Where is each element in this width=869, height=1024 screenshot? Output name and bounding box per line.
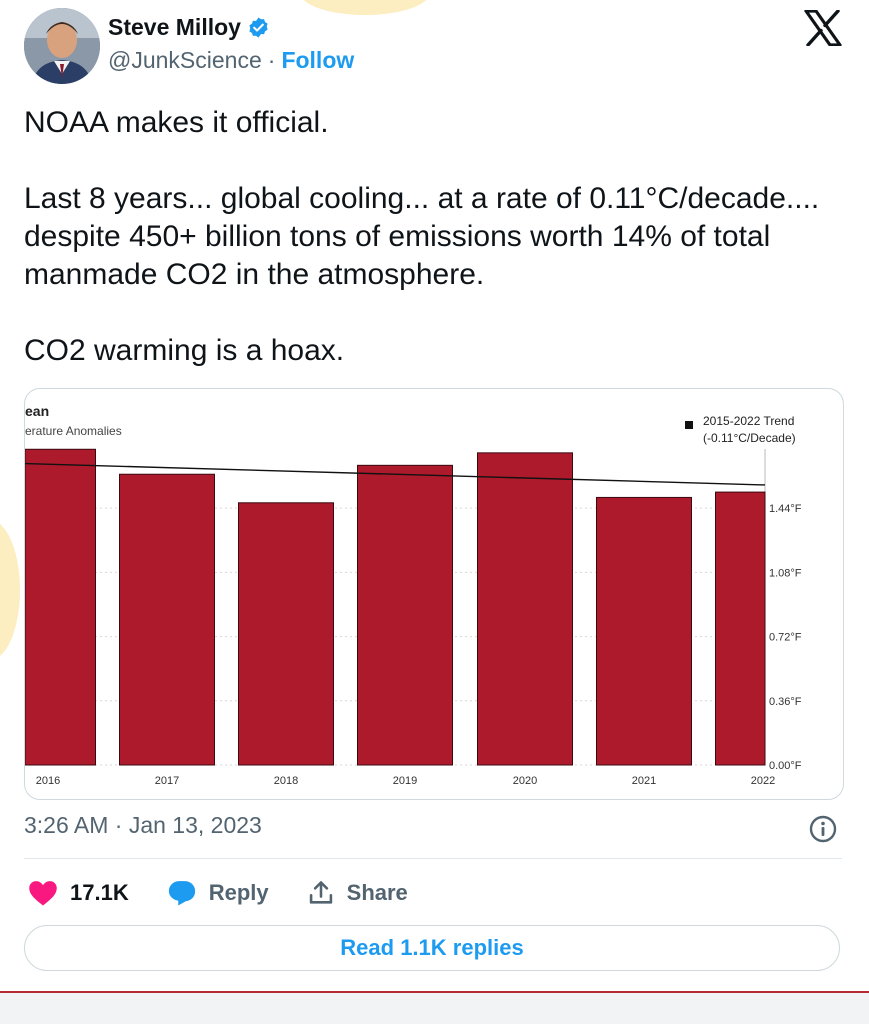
x-tick-label: 2016: [36, 775, 60, 787]
bar-2018: [238, 502, 334, 766]
tweet-paragraph: NOAA makes it official.: [24, 106, 329, 139]
bar-2019: [357, 464, 453, 766]
chart-subtitle: erature Anomalies: [25, 424, 122, 438]
tweet-paragraph: Last 8 years... global cooling... at a r…: [24, 182, 820, 291]
y-tick-label: 1.44°F: [769, 503, 802, 515]
reply-bubble-icon: [168, 881, 195, 906]
bar-2022: [715, 491, 766, 766]
tweet-timestamp[interactable]: 3:26 AM · Jan 13, 2023: [24, 812, 262, 838]
background-blob: [0, 520, 20, 660]
reply-label: Reply: [208, 880, 269, 905]
tweet-text: NOAA makes it official. Last 8 years... …: [24, 104, 844, 370]
share-icon: [309, 881, 332, 904]
x-tick-label: 2021: [632, 775, 656, 787]
chart-image[interactable]: ean erature Anomalies 2015-2022 Trend (-…: [24, 388, 844, 800]
reply-button[interactable]: Reply: [167, 879, 269, 907]
x-tick-label: 2022: [751, 775, 775, 787]
follow-button[interactable]: Follow: [281, 47, 355, 73]
like-button[interactable]: 17.1K: [28, 879, 129, 907]
x-tick-label: 2018: [274, 775, 298, 787]
bottom-divider: [0, 991, 869, 993]
legend-label: 2015-2022 Trend: [703, 414, 795, 428]
legend-label: (-0.11°C/Decade): [703, 431, 796, 445]
share-button[interactable]: Share: [307, 879, 408, 907]
y-tick-label: 0.00°F: [769, 760, 802, 772]
tweet-paragraph: CO2 warming is a hoax.: [24, 334, 345, 367]
bar-2021: [596, 496, 692, 766]
bottom-strip: [0, 993, 869, 1024]
info-icon[interactable]: [808, 814, 838, 844]
chart-title: ean: [25, 403, 50, 419]
like-count: 17.1K: [70, 880, 129, 905]
bar-2016: [25, 448, 96, 766]
heart-icon: [29, 881, 57, 906]
separator-dot: ·: [267, 47, 276, 73]
chart-plot: 0.00°F 0.36°F 0.72°F 1.08°F 1.44°F 2016 2017 20…: [25, 448, 802, 787]
x-tick-label: 2017: [155, 775, 179, 787]
x-logo-icon[interactable]: [804, 10, 842, 46]
avatar[interactable]: [24, 8, 100, 84]
divider: [24, 858, 842, 859]
author-name[interactable]: Steve Milloy: [108, 14, 241, 40]
read-replies-button[interactable]: Read 1.1K replies: [24, 925, 840, 971]
background-blob: [300, 0, 430, 15]
legend-swatch: [685, 421, 693, 429]
y-tick-label: 0.36°F: [769, 696, 802, 708]
chart-legend: 2015-2022 Trend (-0.11°C/Decade): [685, 413, 796, 447]
action-bar: 17.1K Reply Share: [28, 874, 446, 912]
bar-2017: [119, 473, 215, 766]
share-label: Share: [346, 880, 408, 905]
trend-line: [25, 462, 766, 486]
x-tick-label: 2019: [393, 775, 417, 787]
x-tick-label: 2020: [513, 775, 537, 787]
author-handle[interactable]: @JunkScience: [108, 47, 262, 73]
y-tick-label: 0.72°F: [769, 632, 802, 644]
bar-2020: [477, 452, 573, 766]
verified-badge-icon: [249, 17, 268, 38]
y-tick-label: 1.08°F: [769, 567, 802, 579]
